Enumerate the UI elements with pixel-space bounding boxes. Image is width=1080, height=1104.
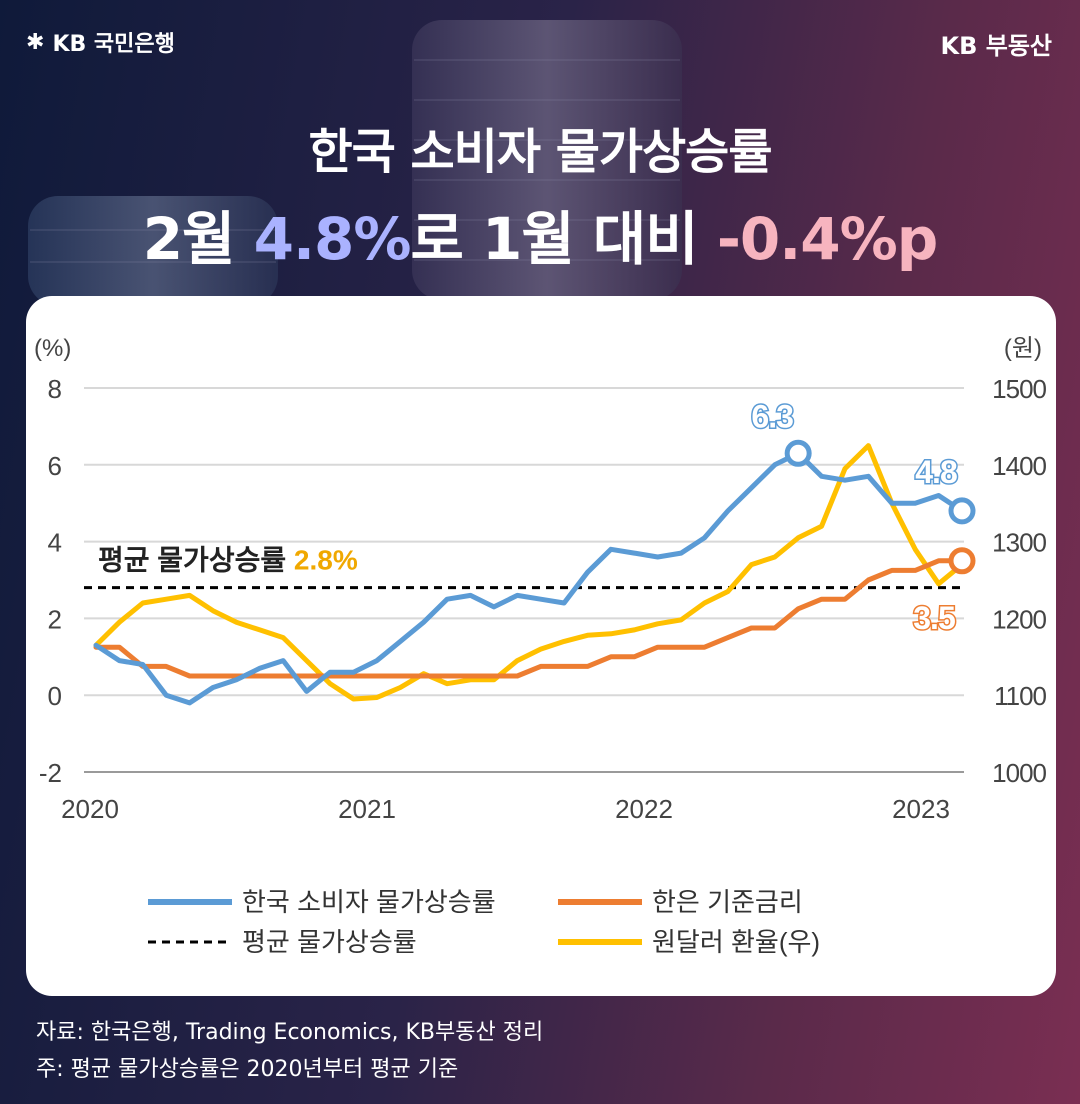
legend-label: 원달러 환율(우) [652, 927, 820, 957]
y-right-tick-label: 1500 [992, 374, 1046, 404]
x-tick-label: 2023 [892, 794, 950, 824]
fx-rate-line [93, 443, 965, 702]
x-tick-label: 2021 [338, 794, 396, 824]
average-label: 평균 물가상승률 2.8% [98, 545, 358, 576]
y-right-tick-label: 1300 [992, 528, 1046, 558]
headline-subtitle: 2월 4.8%로 1월 대비 -0.4%p [0, 192, 1080, 276]
rate-last-label: 3.5 [913, 600, 955, 636]
y-right-tick-label: 1000 [992, 758, 1046, 788]
average-note: 주: 평균 물가상승률은 2020년부터 평균 기준 [36, 1057, 459, 1082]
kb-realestate-brand: KB 부동산 [940, 32, 1053, 60]
source-note: 자료: 한국은행, Trading Economics, KB부동산 정리 [36, 1020, 544, 1045]
cpi-last-label: 4.8 [915, 454, 957, 490]
y-left-tick-label: 4 [48, 528, 62, 558]
rate-last-marker [948, 547, 976, 575]
headline-cpi-value: 4.8% [253, 205, 412, 273]
y-left-tick-label: 6 [48, 451, 62, 481]
chart-card: 8 1500 6 1400 4 1300 2 1200 0 1100 -2 1000 (%) (원) 202… [26, 296, 1056, 996]
y-left-unit: (%) [34, 335, 71, 362]
headline-title: 한국 소비자 물가상승률 [308, 124, 772, 180]
kb-bank-logo: ✱ KB 국민은행 [26, 26, 175, 58]
cpi-last-marker [948, 497, 976, 525]
y-left-tick-label: 2 [48, 604, 62, 634]
kb-star-icon: ✱ [26, 29, 45, 55]
x-tick-label: 2020 [61, 794, 119, 824]
y-right-tick-label: 1200 [992, 604, 1046, 634]
legend-label: 평균 물가상승률 [242, 927, 417, 957]
footer-notes: 자료: 한국은행, Trading Economics, KB부동산 정리 주:… [36, 1014, 543, 1088]
x-tick-label: 2022 [615, 794, 673, 824]
kb-bank-name: KB 국민은행 [52, 32, 175, 57]
line-chart: 8 1500 6 1400 4 1300 2 1200 0 1100 -2 1000 (%) (원) 202… [34, 335, 1048, 957]
y-right-tick-label: 1400 [992, 451, 1046, 481]
headline-month: 2월 [142, 205, 254, 273]
cpi-peak-marker [784, 439, 812, 467]
cpi-peak-label: 6.3 [751, 398, 793, 434]
headline-compare: 로 1월 대비 [410, 205, 717, 273]
headline-change: -0.4%p [716, 205, 938, 273]
y-right-unit: (원) [1004, 335, 1042, 362]
y-left-tick-label: 8 [48, 374, 62, 404]
legend-label: 한은 기준금리 [652, 887, 803, 917]
y-right-tick-label: 1100 [994, 681, 1046, 711]
y-left-tick-label: 0 [48, 681, 62, 711]
cpi-line [93, 450, 965, 706]
y-left-tick-label: -2 [39, 758, 62, 788]
legend-label: 한국 소비자 물가상승률 [242, 887, 496, 917]
